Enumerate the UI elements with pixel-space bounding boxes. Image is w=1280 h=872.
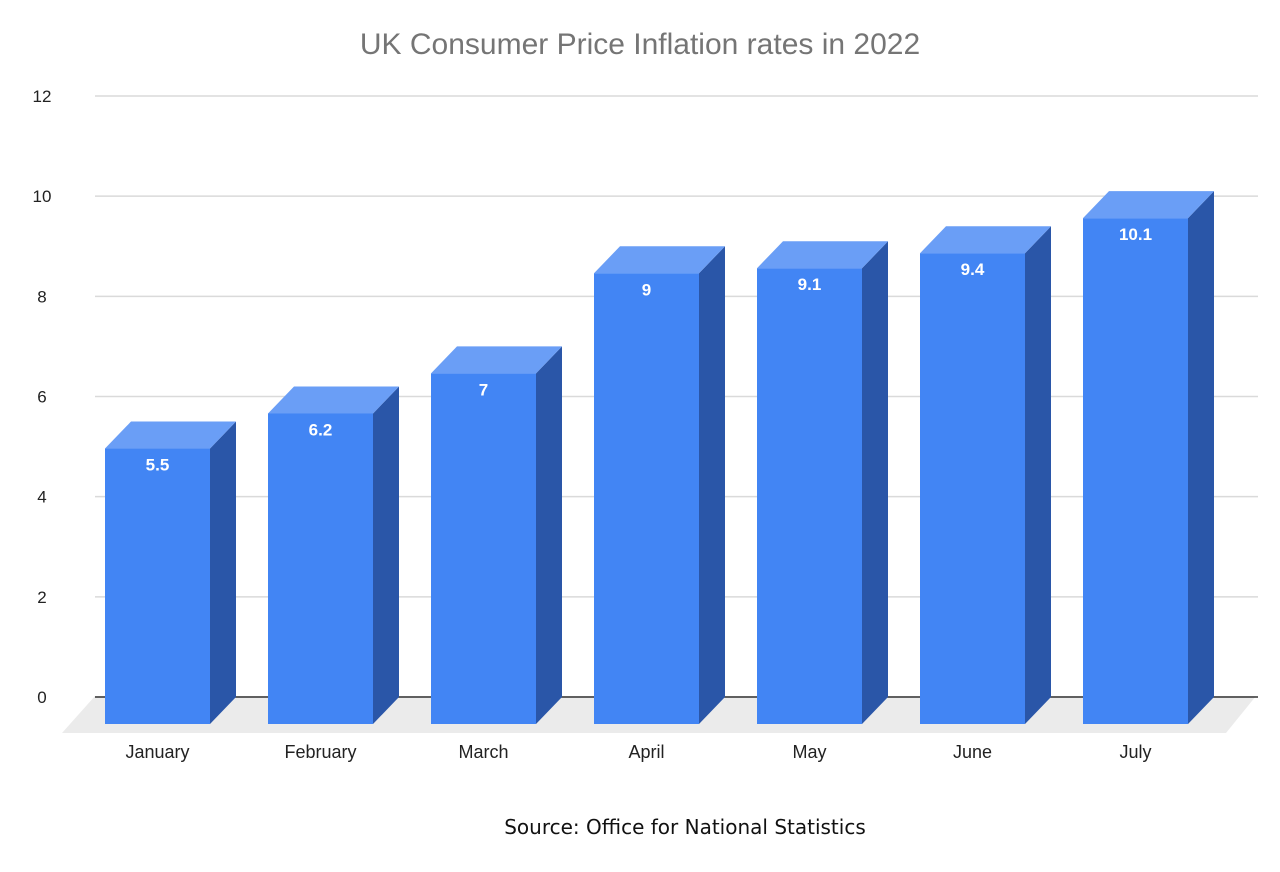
bar: 6.2 (268, 386, 399, 724)
bar-top (594, 246, 725, 274)
y-tick-label: 8 (37, 287, 46, 306)
bar-side (1025, 226, 1051, 724)
bar-top (431, 346, 562, 374)
bar: 9.4 (920, 226, 1051, 724)
bar-front (105, 448, 210, 724)
x-tick-label: January (125, 742, 189, 762)
bar-side (373, 386, 399, 724)
bar-front (757, 268, 862, 724)
y-tick-label: 4 (37, 488, 46, 507)
chart-title: UK Consumer Price Inflation rates in 202… (360, 28, 920, 61)
bar-front (920, 253, 1025, 724)
bar: 7 (431, 346, 562, 724)
bar-side (536, 346, 562, 724)
bar-front (431, 373, 536, 724)
bar-side (1188, 191, 1214, 725)
data-label: 6.2 (309, 420, 333, 439)
bar-top (268, 386, 399, 414)
bar: 5.5 (105, 421, 236, 724)
y-tick-label: 6 (37, 388, 46, 407)
y-tick-label: 2 (37, 588, 46, 607)
data-label: 9.4 (961, 260, 985, 279)
x-tick-label: June (953, 742, 992, 762)
bar: 10.1 (1083, 191, 1214, 725)
bar-top (1083, 191, 1214, 219)
data-label: 5.5 (146, 456, 170, 475)
x-tick-label: March (458, 742, 508, 762)
bar-front (594, 273, 699, 724)
bar-top (920, 226, 1051, 254)
y-tick-label: 0 (37, 688, 46, 707)
bar-front (268, 413, 373, 724)
data-label: 10.1 (1119, 225, 1152, 244)
bar: 9.1 (757, 241, 888, 724)
bar-side (210, 421, 236, 724)
x-tick-label: April (628, 742, 664, 762)
bar-front (1083, 218, 1188, 725)
bar: 9 (594, 246, 725, 724)
bar-top (757, 241, 888, 269)
bar-top (105, 421, 236, 449)
bar-side (862, 241, 888, 724)
data-label: 9 (642, 280, 651, 299)
x-tick-label: February (284, 742, 356, 762)
data-label: 9.1 (798, 275, 822, 294)
source-note: Source: Office for National Statistics (504, 815, 866, 839)
bar-side (699, 246, 725, 724)
data-label: 7 (479, 380, 488, 399)
x-tick-label: July (1119, 742, 1151, 762)
x-tick-label: May (792, 742, 826, 762)
y-tick-label: 10 (33, 187, 52, 206)
y-tick-label: 12 (33, 87, 52, 106)
